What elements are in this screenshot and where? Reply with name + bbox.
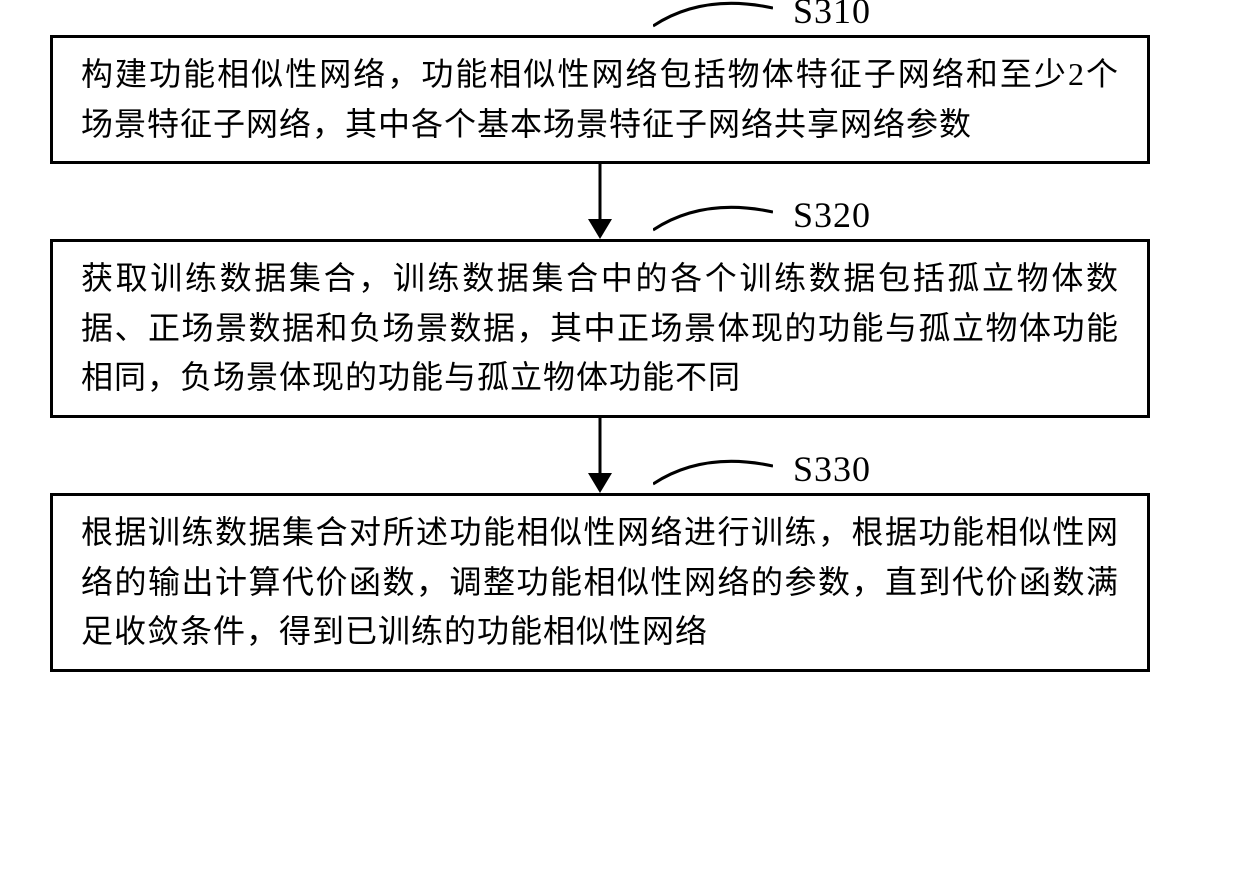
step-s310-label: S310: [793, 0, 871, 32]
step-s310-connector: [653, 0, 773, 28]
arrow-2: [50, 418, 1150, 493]
step-s310-group: S310 构建功能相似性网络，功能相似性网络包括物体特征子网络和至少2个场景特征…: [50, 35, 1190, 164]
step-s310-text: 构建功能相似性网络，功能相似性网络包括物体特征子网络和至少2个场景特征子网络，其…: [81, 50, 1119, 149]
step-s310-box: S310 构建功能相似性网络，功能相似性网络包括物体特征子网络和至少2个场景特征…: [50, 35, 1150, 164]
arrow-1-svg: [580, 164, 620, 239]
step-s330-box: S330 根据训练数据集合对所述功能相似性网络进行训练，根据功能相似性网络的输出…: [50, 493, 1150, 672]
step-s320-label: S320: [793, 194, 871, 236]
step-s330-label: S330: [793, 448, 871, 490]
step-s330-connector: [653, 456, 773, 486]
step-s330-text: 根据训练数据集合对所述功能相似性网络进行训练，根据功能相似性网络的输出计算代价函…: [81, 508, 1119, 657]
step-s320-group: S320 获取训练数据集合，训练数据集合中的各个训练数据包括孤立物体数据、正场景…: [50, 239, 1190, 418]
step-s320-text: 获取训练数据集合，训练数据集合中的各个训练数据包括孤立物体数据、正场景数据和负场…: [81, 254, 1119, 403]
arrow-2-svg: [580, 418, 620, 493]
step-s330-group: S330 根据训练数据集合对所述功能相似性网络进行训练，根据功能相似性网络的输出…: [50, 493, 1190, 672]
step-s320-connector: [653, 202, 773, 232]
flowchart-container: S310 构建功能相似性网络，功能相似性网络包括物体特征子网络和至少2个场景特征…: [50, 35, 1190, 672]
step-s320-box: S320 获取训练数据集合，训练数据集合中的各个训练数据包括孤立物体数据、正场景…: [50, 239, 1150, 418]
arrow-1: [50, 164, 1150, 239]
